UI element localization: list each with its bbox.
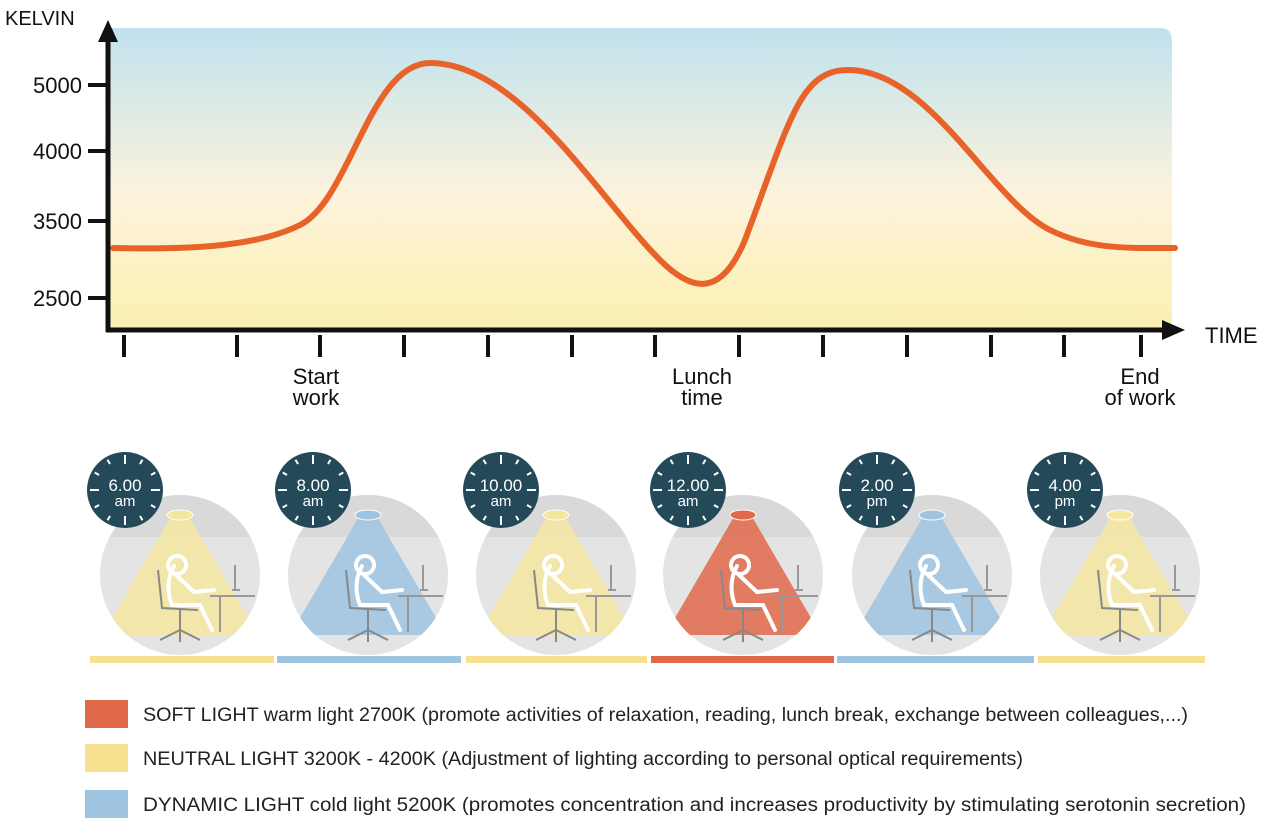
legend-swatch — [85, 790, 128, 818]
legend-label: DYNAMIC LIGHT cold light 5200K (promotes… — [143, 795, 1246, 816]
y-title: KELVIN — [5, 8, 75, 30]
clock-period: am — [491, 493, 512, 510]
x-labels: Start work Lunch time End of work — [292, 364, 1177, 410]
y-labels: 5000 4000 3500 2500 — [33, 73, 82, 311]
legend-swatch — [85, 700, 128, 728]
light-bar — [1038, 656, 1205, 663]
lamp — [355, 510, 381, 520]
light-bar — [277, 656, 461, 663]
lamp — [543, 510, 569, 520]
infographic: KELVIN TIME 5000 4000 3500 2500 Start wo… — [0, 0, 1277, 819]
legend-label: NEUTRAL LIGHT 3200K - 4200K (Adjustment … — [143, 749, 1023, 770]
legend: SOFT LIGHT warm light 2700K (promote act… — [85, 700, 1246, 818]
lamp — [919, 510, 945, 520]
page: KELVIN TIME 5000 4000 3500 2500 Start wo… — [0, 0, 1277, 819]
y-label: 4000 — [33, 139, 82, 164]
clock-period: pm — [1055, 493, 1076, 510]
light-bar — [651, 656, 834, 663]
x-label: work — [292, 385, 340, 410]
light-bar — [466, 656, 647, 663]
y-label: 2500 — [33, 286, 82, 311]
lamp — [730, 510, 756, 520]
x-arrow — [1162, 320, 1185, 340]
lamp — [167, 510, 193, 520]
light-bar — [837, 656, 1034, 663]
chart-background — [108, 28, 1172, 330]
light-bar — [90, 656, 274, 663]
y-label: 5000 — [33, 73, 82, 98]
x-title: TIME — [1205, 323, 1258, 348]
scene: 4.00pm — [1027, 452, 1205, 663]
legend-label: SOFT LIGHT warm light 2700K (promote act… — [143, 705, 1188, 726]
clock-period: am — [303, 493, 324, 510]
y-ticks — [88, 85, 106, 298]
lamp — [1107, 510, 1133, 520]
x-label: of work — [1105, 385, 1177, 410]
x-ticks — [124, 335, 1141, 357]
legend-swatch — [85, 744, 128, 772]
x-label: time — [681, 385, 723, 410]
clock-period: pm — [867, 493, 888, 510]
clock-period: am — [678, 493, 699, 510]
y-label: 3500 — [33, 209, 82, 234]
clock-period: am — [115, 493, 136, 510]
